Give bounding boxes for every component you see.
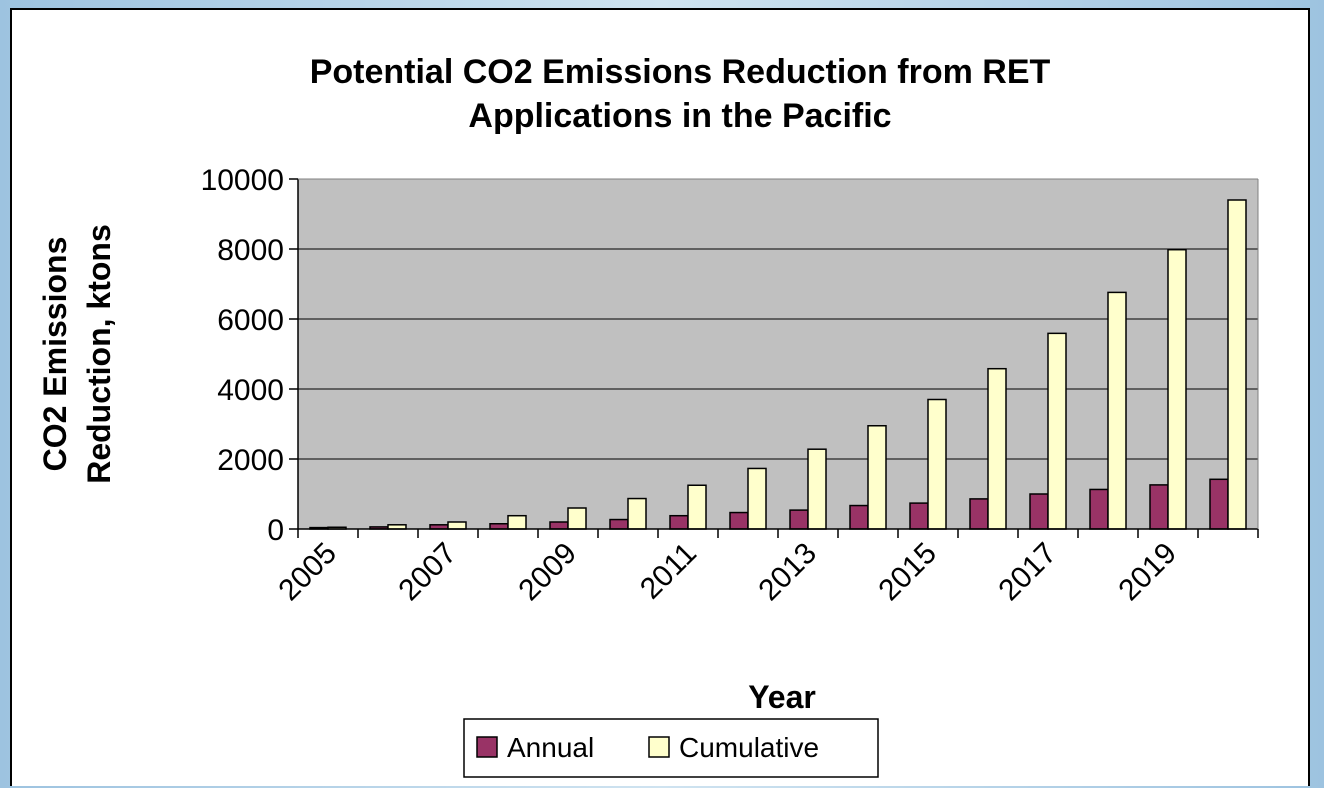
y-tick-label: 0 [267, 514, 284, 547]
bar-annual-2008 [489, 523, 509, 530]
bar-cumulative-2018 [1107, 291, 1127, 530]
x-tick-label: 2013 [752, 537, 823, 608]
bar-cumulative-2016 [987, 367, 1007, 530]
chart-title-line-2: Applications in the Pacific [468, 97, 891, 135]
x-axis-title: Year [748, 679, 816, 715]
y-axis-title-line-1: CO2 Emissions [37, 237, 73, 472]
bar-annual-2010 [609, 518, 629, 530]
y-tick-label: 4000 [217, 374, 284, 407]
bar-annual-2018 [1089, 488, 1109, 530]
y-tick-label: 8000 [217, 234, 284, 267]
x-tick-label: 2015 [872, 537, 943, 608]
y-tick-label: 6000 [217, 304, 284, 337]
legend-swatch-annual [476, 736, 498, 758]
gridlines [298, 178, 1258, 460]
bar-cumulative-2013 [807, 448, 827, 530]
y-tick-labels: 0 2000 4000 6000 8000 10000 [201, 164, 284, 547]
bar-chart: Potential CO2 Emissions Reduction from R… [37, 53, 1259, 778]
x-tick-label: 2019 [1112, 537, 1183, 608]
bar-cumulative-2020 [1227, 199, 1247, 530]
legend: Annual Cumulative [463, 718, 879, 778]
y-tick-label: 10000 [201, 164, 284, 197]
bar-cumulative-2009 [567, 507, 587, 530]
chart-area: Potential CO2 Emissions Reduction from R… [10, 8, 1310, 786]
bars [309, 199, 1247, 530]
bar-cumulative-2011 [687, 484, 707, 530]
bar-cumulative-2012 [747, 467, 767, 530]
bar-cumulative-2008 [507, 514, 527, 530]
y-tick-label: 2000 [217, 444, 284, 477]
axes [289, 178, 1259, 538]
bar-annual-2014 [849, 504, 869, 530]
x-tick-labels: 2005 2007 2009 2011 2013 2015 2017 2019 [272, 537, 1183, 608]
bar-annual-2011 [669, 514, 689, 530]
x-tick-label: 2017 [992, 537, 1063, 608]
legend-label-cumulative: Cumulative [679, 732, 819, 763]
x-tick-label: 2009 [512, 537, 583, 608]
y-axis-title-line-2: Reduction, ktons [81, 224, 117, 484]
chart-title-line-1: Potential CO2 Emissions Reduction from R… [310, 53, 1051, 91]
bar-cumulative-2019 [1167, 248, 1187, 530]
bar-annual-2015 [909, 502, 929, 530]
bar-annual-2013 [789, 509, 809, 530]
y-axis-title: CO2 Emissions Reduction, ktons [37, 224, 117, 484]
x-tick-label: 2007 [392, 537, 463, 608]
x-tick-label: 2005 [272, 537, 343, 608]
legend-swatch-cumulative [648, 736, 670, 758]
bar-annual-2016 [969, 498, 989, 530]
bar-cumulative-2007 [447, 521, 467, 530]
bar-cumulative-2014 [867, 425, 887, 530]
bar-cumulative-2010 [627, 497, 647, 530]
bar-cumulative-2017 [1047, 332, 1067, 530]
legend-label-annual: Annual [507, 732, 594, 763]
bar-annual-2019 [1149, 484, 1169, 530]
plot-area [298, 179, 1258, 529]
legend-box [463, 718, 879, 778]
bar-annual-2020 [1209, 478, 1229, 530]
bar-annual-2017 [1029, 493, 1049, 530]
bar-annual-2009 [549, 521, 569, 530]
x-tick-label: 2011 [634, 537, 703, 606]
bar-cumulative-2015 [927, 398, 947, 530]
bar-annual-2012 [729, 511, 749, 530]
